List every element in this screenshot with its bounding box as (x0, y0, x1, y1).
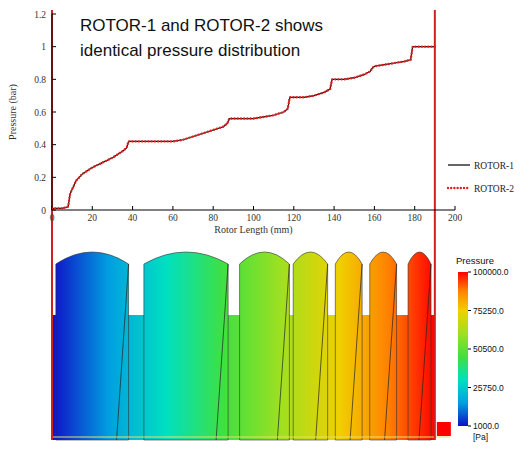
legend-label: ROTOR-1 (474, 161, 514, 171)
x-axis-title: Rotor Length (mm) (214, 224, 292, 236)
y-tick-label: 0.4 (34, 140, 46, 150)
annotation-line: identical pressure distribution (80, 41, 300, 60)
rotor-lobe (408, 252, 431, 440)
x-tick-label: 0 (50, 213, 55, 223)
x-tick (293, 206, 294, 210)
y-tick-label: 0.6 (34, 108, 46, 118)
plot-area (52, 47, 435, 209)
rotor-edge (419, 264, 431, 440)
colorbar-tick (468, 349, 471, 350)
colorbar-tick (468, 426, 471, 427)
rotor-end-line (434, 10, 436, 440)
colorbar-tick (468, 310, 471, 311)
y-tick (52, 210, 56, 211)
colorbar-tick-label: 1000.0 (473, 421, 499, 431)
colorbar-tick-label: 50500.0 (473, 344, 504, 354)
x-tick (92, 206, 93, 210)
x-tick (374, 206, 375, 210)
rotor-contour (52, 252, 451, 440)
rotor-lobe (370, 252, 397, 440)
colorbar-tick (468, 272, 471, 273)
y-tick-label: 1 (41, 42, 46, 52)
legend-swatch (448, 164, 470, 165)
x-tick (455, 206, 456, 210)
rotor-lobe (293, 252, 327, 440)
y-tick (52, 144, 56, 145)
rotor-start-line (51, 10, 53, 440)
rotor-edge (117, 264, 129, 440)
annotation: ROTOR-1 and ROTOR-2 shows identical press… (80, 16, 323, 60)
axes: 0 20 40 60 80 100 120 140 160 180 200 0 0.2 0.4 0.6 0.8… (7, 10, 462, 237)
legend-label: ROTOR-2 (474, 184, 514, 194)
rotor-lobe (335, 252, 362, 440)
rotor-lobe (240, 252, 290, 440)
colorbar: Pressure100000.0 75250.0 50500.0 25750.0 100… (456, 255, 509, 442)
x-tick-label: 60 (168, 213, 178, 223)
x-tick-label: 100 (246, 213, 261, 223)
series-line (52, 47, 435, 209)
x-tick-label: 80 (208, 213, 218, 223)
y-tick (52, 112, 56, 113)
rotor-edge (350, 264, 362, 440)
y-tick-label: 0.8 (34, 75, 46, 85)
rotor-edge (385, 264, 397, 440)
y-tick (52, 46, 56, 47)
x-tick (253, 206, 254, 210)
y-tick (52, 14, 56, 15)
rotor-end (437, 422, 451, 436)
x-tick-label: 160 (367, 213, 382, 223)
rotor-edge (277, 264, 289, 440)
colorbar-tick-label: 75250.0 (473, 306, 504, 316)
y-tick (52, 79, 56, 80)
x-tick (334, 206, 335, 210)
rotor-baseline (52, 437, 450, 438)
colorbar-unit: [Pa] (473, 432, 488, 442)
y-tick-label: 1.2 (34, 10, 46, 20)
x-tick (132, 206, 133, 210)
annotation-line: ROTOR-1 and ROTOR-2 shows (80, 16, 323, 35)
x-tick-label: 140 (327, 213, 342, 223)
rotor-lobe (144, 252, 228, 440)
legend: ROTOR-1 ROTOR-2 (448, 161, 514, 194)
x-tick (213, 206, 214, 210)
rotor-edge (216, 264, 228, 440)
y-axis-title: Pressure (bar) (7, 84, 19, 140)
y-tick-label: 0 (41, 206, 46, 216)
x-tick-label: 120 (287, 213, 302, 223)
colorbar-title: Pressure (456, 255, 494, 266)
legend-swatch (448, 187, 470, 189)
x-tick (414, 206, 415, 210)
x-tick-label: 180 (408, 213, 423, 223)
x-tick-label: 200 (448, 213, 463, 223)
y-tick-label: 0.2 (34, 173, 46, 183)
colorbar-scale (458, 272, 468, 426)
colorbar-tick (468, 387, 471, 388)
x-tick-label: 20 (88, 213, 98, 223)
rotor-lobe (56, 252, 129, 440)
colorbar-tick-label: 100000.0 (473, 267, 509, 277)
chart: 0 20 40 60 80 100 120 140 160 180 200 0 0.2 0.4 0.6 0.8… (0, 0, 526, 450)
colorbar-tick-label: 25750.0 (473, 383, 504, 393)
rotor-edge (316, 264, 328, 440)
y-tick (52, 177, 56, 178)
series-line (52, 47, 435, 209)
x-tick-label: 40 (128, 213, 138, 223)
x-tick (172, 206, 173, 210)
